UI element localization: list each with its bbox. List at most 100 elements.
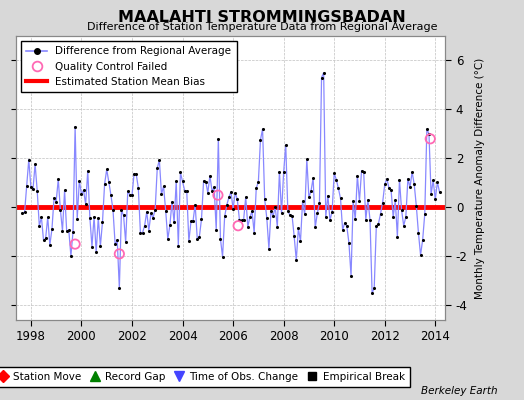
Point — [244, 223, 252, 230]
Point — [31, 161, 39, 167]
Point — [378, 199, 387, 206]
Point — [435, 189, 444, 195]
Point — [163, 236, 172, 242]
Point — [35, 223, 43, 229]
Point — [426, 136, 434, 142]
Point — [429, 177, 438, 184]
Point — [96, 243, 105, 249]
Point — [345, 240, 353, 246]
Point — [94, 215, 103, 221]
Point — [33, 188, 41, 194]
Point — [187, 218, 195, 224]
Point — [334, 185, 343, 192]
Point — [313, 210, 322, 216]
Point — [147, 210, 155, 216]
Point — [414, 230, 423, 236]
Text: Berkeley Earth: Berkeley Earth — [421, 386, 498, 396]
Point — [351, 216, 359, 222]
Point — [234, 222, 242, 229]
Point — [105, 179, 113, 185]
Point — [216, 236, 225, 242]
Point — [221, 213, 229, 220]
Point — [37, 214, 46, 220]
Point — [174, 242, 182, 249]
Point — [229, 206, 237, 212]
Point — [393, 233, 401, 240]
Point — [225, 194, 233, 200]
Point — [419, 237, 427, 243]
Point — [103, 166, 111, 173]
Point — [227, 189, 235, 195]
Point — [286, 212, 294, 218]
Y-axis label: Monthly Temperature Anomaly Difference (°C): Monthly Temperature Anomaly Difference (… — [475, 57, 485, 299]
Point — [309, 175, 318, 181]
Point — [109, 207, 117, 214]
Point — [368, 290, 376, 296]
Point — [119, 212, 128, 219]
Point — [403, 176, 412, 182]
Point — [425, 131, 433, 137]
Point — [159, 183, 168, 190]
Point — [296, 238, 304, 244]
Point — [191, 201, 199, 208]
Legend: Station Move, Record Gap, Time of Obs. Change, Empirical Break: Station Move, Record Gap, Time of Obs. C… — [0, 367, 410, 387]
Point — [52, 198, 60, 205]
Point — [332, 176, 341, 183]
Point — [311, 224, 320, 231]
Point — [88, 244, 96, 250]
Point — [417, 252, 425, 258]
Point — [256, 136, 265, 143]
Point — [124, 188, 132, 195]
Point — [117, 207, 126, 214]
Point — [168, 198, 176, 205]
Point — [341, 220, 349, 226]
Point — [200, 178, 208, 184]
Point — [303, 156, 311, 162]
Point — [239, 216, 248, 223]
Point — [265, 246, 273, 252]
Point — [99, 219, 107, 225]
Point — [330, 170, 339, 177]
Point — [320, 70, 328, 76]
Point — [408, 169, 416, 175]
Point — [27, 184, 35, 190]
Point — [62, 228, 71, 234]
Point — [305, 194, 313, 201]
Point — [54, 176, 62, 182]
Point — [67, 253, 75, 259]
Point — [193, 236, 201, 242]
Point — [395, 176, 403, 183]
Point — [343, 223, 351, 230]
Point — [362, 217, 370, 223]
Point — [143, 209, 151, 215]
Point — [263, 215, 271, 221]
Point — [101, 181, 109, 187]
Point — [421, 211, 429, 217]
Point — [254, 179, 263, 185]
Point — [111, 241, 119, 248]
Point — [212, 227, 221, 234]
Point — [423, 126, 431, 132]
Point — [107, 192, 115, 198]
Point — [214, 136, 223, 142]
Point — [366, 216, 374, 223]
Point — [401, 214, 410, 220]
Point — [258, 126, 267, 132]
Point — [48, 226, 56, 232]
Point — [318, 74, 326, 81]
Point — [248, 208, 256, 214]
Point — [172, 178, 180, 184]
Point — [242, 194, 250, 200]
Point — [372, 223, 380, 230]
Point — [81, 201, 90, 207]
Point — [237, 217, 246, 224]
Point — [324, 192, 332, 199]
Point — [431, 196, 440, 202]
Point — [122, 239, 130, 246]
Point — [71, 241, 79, 247]
Point — [136, 230, 145, 236]
Point — [359, 168, 368, 175]
Point — [223, 202, 231, 208]
Point — [149, 214, 157, 221]
Point — [273, 224, 281, 230]
